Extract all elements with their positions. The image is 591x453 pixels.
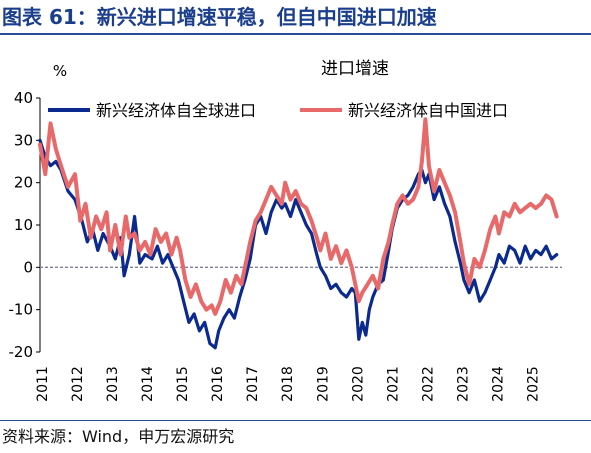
- footer-divider: [0, 420, 591, 421]
- x-tick-label: 2015: [175, 366, 191, 402]
- x-tick-label: 2012: [70, 366, 86, 402]
- y-tick-label: 10: [14, 216, 33, 234]
- y-tick-label: -20: [9, 343, 34, 361]
- x-tick-label: 2020: [350, 366, 366, 402]
- y-tick-label: 0: [23, 258, 33, 276]
- y-tick-label: 30: [14, 131, 33, 149]
- x-tick-label: 2022: [420, 366, 436, 402]
- x-tick-label: 2011: [35, 366, 51, 402]
- x-tick-label: 2018: [280, 366, 296, 402]
- x-tick-label: 2014: [140, 366, 156, 402]
- x-tick-label: 2017: [245, 366, 261, 402]
- legend: 新兴经济体自全球进口 新兴经济体自中国进口: [48, 101, 508, 120]
- x-tick-label: 2016: [210, 366, 226, 402]
- y-axis-unit: %: [53, 62, 67, 80]
- figure-title: 图表 61：新兴进口增速平稳，但自中国进口加速: [2, 5, 437, 29]
- x-tick-label: 2019: [315, 366, 331, 402]
- x-tick-label: 2023: [455, 366, 471, 402]
- legend-label-2: 新兴经济体自中国进口: [348, 101, 508, 120]
- source-note: 资料来源：Wind，申万宏源研究: [2, 427, 235, 446]
- x-tick-label: 2021: [385, 366, 401, 402]
- chart-title: 进口增速: [321, 59, 389, 79]
- y-tick-label: 40: [14, 89, 33, 107]
- legend-label-1: 新兴经济体自全球进口: [96, 101, 256, 120]
- series-line-1: [38, 138, 559, 350]
- y-tick-label: 20: [14, 174, 33, 192]
- x-tick-label: 2013: [105, 366, 121, 402]
- series-layer: [38, 117, 559, 350]
- series-line-2: [38, 117, 559, 316]
- chart: 进口增速 % 新兴经济体自全球进口 新兴经济体自中国进口 -20 -10 0 10 20 3…: [9, 59, 562, 402]
- x-tick-label: 2024: [490, 366, 506, 402]
- axes: -20 -10 0 10 20 30 40 2011 2012 2013 2014 2015 2016 2…: [9, 89, 562, 402]
- x-tick-label: 2025: [525, 366, 541, 402]
- title-divider: [0, 33, 591, 35]
- y-tick-label: -10: [9, 301, 34, 319]
